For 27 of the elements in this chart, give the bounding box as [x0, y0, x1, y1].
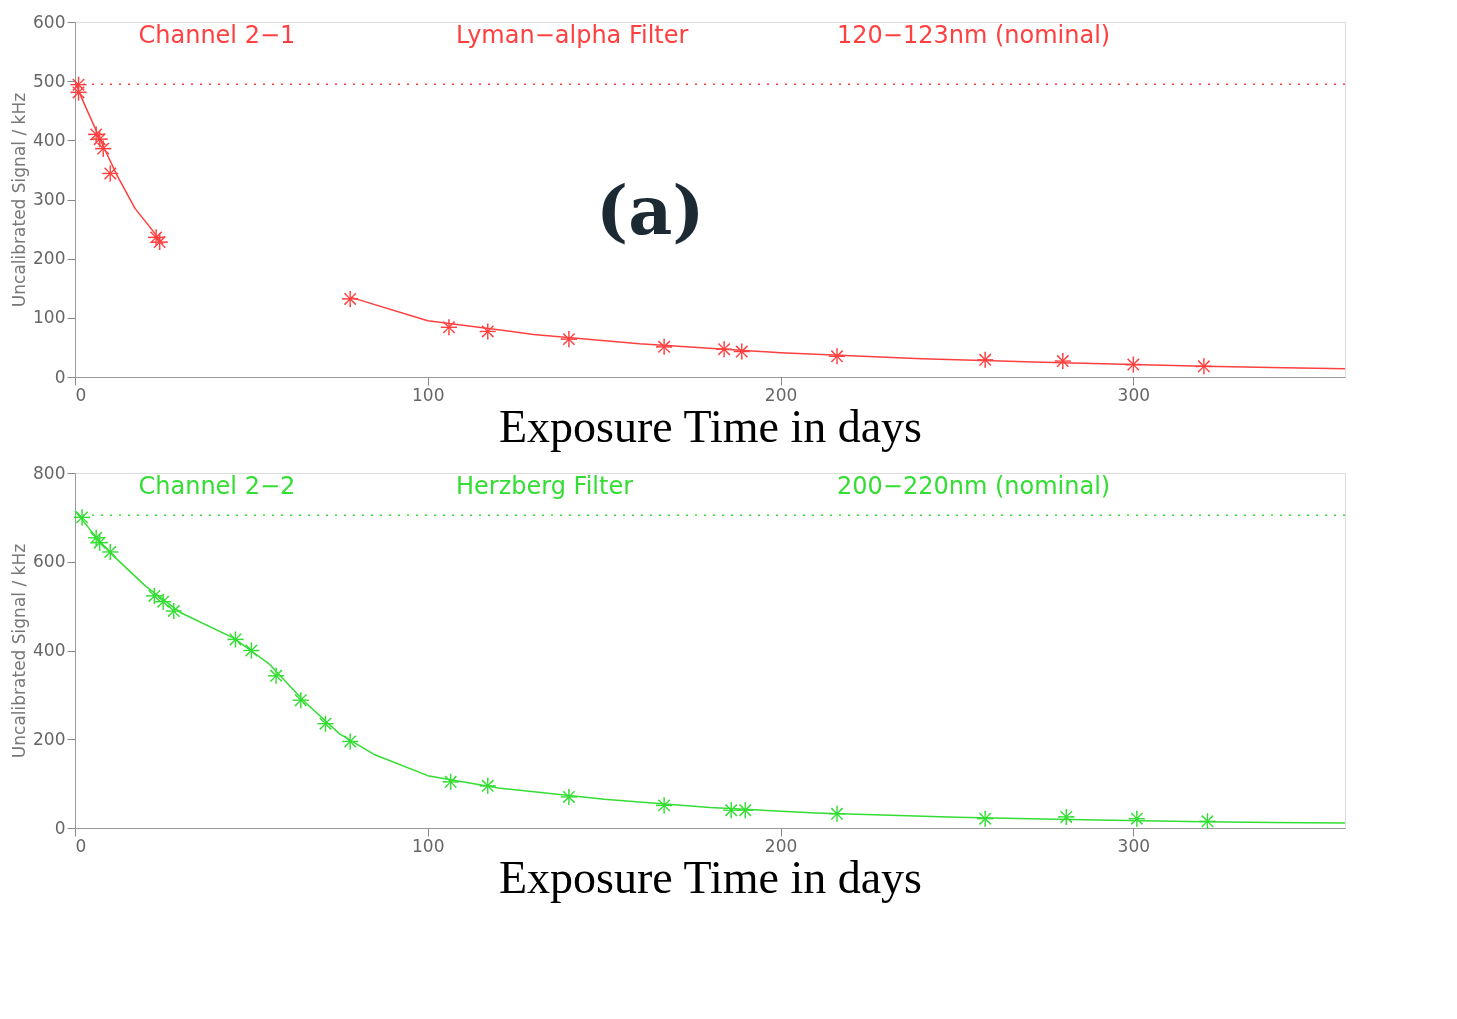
y-tick-label: 600: [33, 11, 66, 32]
annotation: 120−123nm (nominal): [837, 21, 1111, 49]
y-tick-label: 0: [54, 817, 66, 838]
y-tick-label: 200: [33, 248, 66, 269]
y-tick-label: 0: [54, 366, 66, 387]
x-tick-label: 100: [412, 384, 445, 405]
y-tick-label: 400: [33, 129, 66, 150]
y-axis-title: Uncalibrated Signal / kHz: [9, 92, 30, 308]
annotation: Lyman−alpha Filter: [456, 21, 689, 49]
annotation: Channel 2−1: [138, 21, 296, 49]
y-tick-label: 300: [33, 189, 66, 209]
annotation: Herzberg Filter: [456, 472, 634, 500]
x-tick-label: 0: [75, 835, 87, 856]
y-tick-label: 800: [33, 462, 66, 483]
annotation: (a): [596, 169, 705, 250]
x-tick-label: 100: [412, 835, 445, 856]
x-tick-label: 300: [1117, 835, 1151, 856]
y-tick-label: 100: [33, 307, 66, 328]
y-tick-label: 600: [33, 551, 66, 572]
y-tick-label: 400: [33, 640, 66, 660]
y-tick-label: 200: [33, 728, 66, 749]
annotation: Channel 2−2: [138, 472, 296, 500]
y-axis-title: Uncalibrated Signal / kHz: [9, 543, 30, 759]
x-tick-label: 300: [1117, 384, 1151, 405]
x-tick-label: 0: [75, 384, 87, 405]
annotation: 200−220nm (nominal): [837, 472, 1111, 500]
y-tick-label: 500: [33, 70, 66, 91]
